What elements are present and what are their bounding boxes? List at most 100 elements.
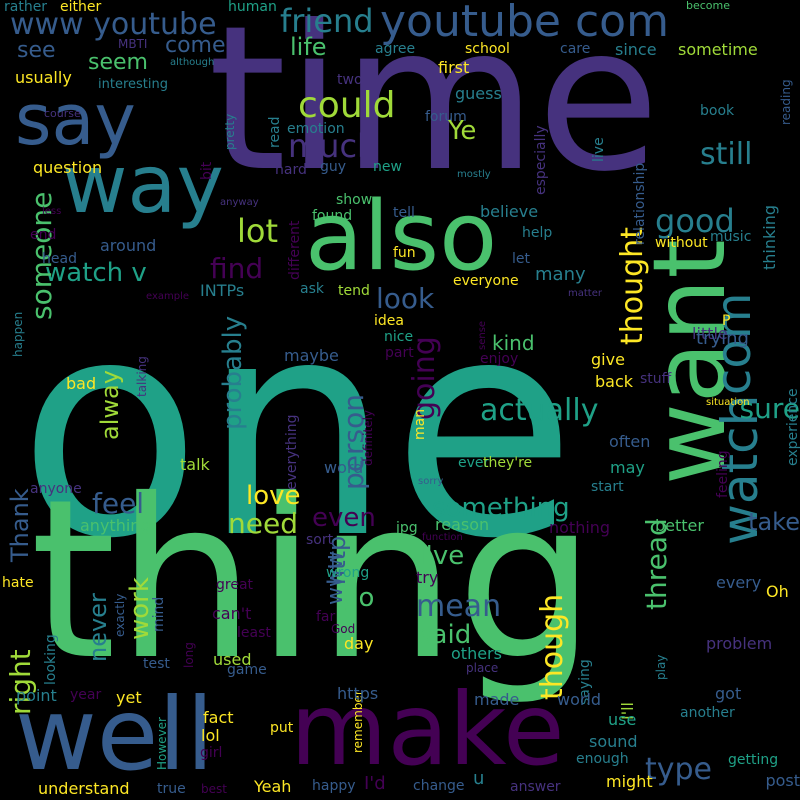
cloud-word: P bbox=[722, 313, 731, 329]
cloud-word: ever bbox=[458, 455, 490, 471]
cloud-word: emotion bbox=[287, 121, 345, 137]
cloud-word: start bbox=[591, 479, 624, 495]
cloud-word: give bbox=[591, 350, 625, 369]
cloud-word: others bbox=[451, 644, 502, 663]
cloud-word: bad bbox=[66, 374, 97, 393]
cloud-word: word bbox=[324, 458, 364, 477]
cloud-word: watch v bbox=[45, 258, 147, 288]
cloud-word: lot bbox=[237, 212, 279, 250]
cloud-word: situation bbox=[706, 397, 750, 408]
cloud-word: place bbox=[466, 661, 499, 675]
cloud-word: less bbox=[42, 206, 62, 217]
cloud-word: help bbox=[522, 225, 553, 241]
cloud-word: two bbox=[337, 72, 363, 88]
cloud-word: Oh bbox=[766, 582, 789, 601]
cloud-word: work bbox=[125, 577, 155, 640]
cloud-word: day bbox=[344, 634, 374, 653]
cloud-word: said bbox=[418, 620, 472, 650]
cloud-word: got bbox=[715, 684, 742, 703]
cloud-word: reason bbox=[435, 515, 490, 534]
cloud-word: show bbox=[336, 192, 373, 208]
cloud-word: become bbox=[686, 0, 731, 12]
cloud-word: much bbox=[288, 127, 378, 165]
cloud-word: anything bbox=[80, 516, 151, 535]
cloud-word: make bbox=[290, 671, 565, 788]
cloud-word: Yeah bbox=[254, 777, 292, 796]
cloud-word: MBTI bbox=[118, 37, 148, 51]
cloud-word: probably bbox=[218, 315, 248, 430]
cloud-word: looking bbox=[43, 634, 59, 685]
cloud-word: sort bbox=[306, 532, 334, 548]
cloud-word: friend bbox=[280, 2, 374, 40]
cloud-word: anyway bbox=[220, 197, 259, 208]
cloud-word: find bbox=[210, 252, 264, 285]
cloud-word: point bbox=[16, 686, 57, 705]
cloud-word: ask bbox=[300, 281, 324, 297]
cloud-word: everyone bbox=[453, 273, 519, 289]
cloud-word: year bbox=[70, 687, 102, 703]
cloud-word: girl bbox=[200, 745, 223, 761]
cloud-word: talking bbox=[135, 356, 149, 397]
cloud-word: happen bbox=[11, 311, 25, 357]
cloud-word: good bbox=[655, 202, 735, 240]
cloud-word: back bbox=[595, 372, 634, 391]
cloud-word: part bbox=[385, 345, 414, 361]
cloud-word: enough bbox=[576, 751, 629, 767]
cloud-word: take bbox=[748, 508, 800, 536]
cloud-word: sound bbox=[589, 732, 638, 751]
cloud-word: rather bbox=[4, 0, 48, 15]
cloud-word: many bbox=[535, 264, 586, 285]
cloud-word: agree bbox=[375, 41, 416, 57]
cloud-word: hard bbox=[275, 162, 307, 178]
cloud-word: they're bbox=[483, 455, 533, 471]
cloud-word: sorry bbox=[418, 476, 444, 487]
cloud-word: example bbox=[146, 291, 190, 302]
cloud-word: tell bbox=[393, 205, 415, 221]
cloud-word: understand bbox=[38, 779, 130, 798]
cloud-word: school bbox=[465, 41, 510, 57]
cloud-word: something bbox=[432, 493, 570, 523]
cloud-word: kind bbox=[492, 331, 535, 355]
cloud-word: sometime bbox=[678, 40, 758, 59]
cloud-word: far bbox=[316, 609, 336, 625]
cloud-word: put bbox=[270, 720, 294, 736]
cloud-word: stuff bbox=[640, 371, 672, 387]
cloud-word: believe bbox=[480, 202, 539, 221]
cloud-word: end bbox=[30, 227, 57, 243]
cloud-word: little bbox=[692, 324, 728, 343]
cloud-word: though bbox=[535, 593, 570, 700]
cloud-word: even bbox=[312, 503, 376, 533]
cloud-word: change bbox=[413, 778, 465, 794]
cloud-word: sense bbox=[477, 320, 488, 350]
cloud-word: hate bbox=[2, 575, 34, 591]
cloud-word: life bbox=[290, 33, 327, 61]
cloud-word: God bbox=[331, 622, 356, 636]
cloud-word: exactly bbox=[113, 593, 127, 637]
cloud-word: reading bbox=[779, 79, 793, 125]
cloud-word: answer bbox=[510, 779, 561, 795]
cloud-word: need bbox=[228, 507, 298, 540]
cloud-word: type bbox=[645, 752, 713, 787]
cloud-word: www youtube bbox=[10, 7, 217, 42]
cloud-word: getting bbox=[728, 752, 779, 768]
cloud-word: relationship bbox=[632, 162, 648, 245]
cloud-word: man bbox=[412, 408, 428, 440]
cloud-word: experience bbox=[785, 388, 800, 466]
cloud-word: world bbox=[557, 690, 602, 709]
cloud-word: guess bbox=[455, 84, 502, 103]
cloud-word: idea bbox=[374, 313, 404, 329]
cloud-word: course bbox=[44, 107, 81, 120]
cloud-word: may bbox=[610, 458, 645, 477]
cloud-word: time bbox=[208, 0, 660, 216]
cloud-word: mostly bbox=[457, 169, 491, 180]
cloud-word: way bbox=[62, 138, 224, 231]
cloud-word: problem bbox=[706, 634, 773, 653]
cloud-word: interesting bbox=[98, 77, 168, 92]
cloud-word: function bbox=[422, 532, 463, 543]
cloud-word: Thank bbox=[6, 488, 34, 562]
cloud-word: thinking bbox=[760, 204, 779, 270]
cloud-word: I've bbox=[418, 541, 465, 571]
cloud-word: say bbox=[15, 79, 136, 161]
cloud-word: live bbox=[591, 137, 607, 162]
